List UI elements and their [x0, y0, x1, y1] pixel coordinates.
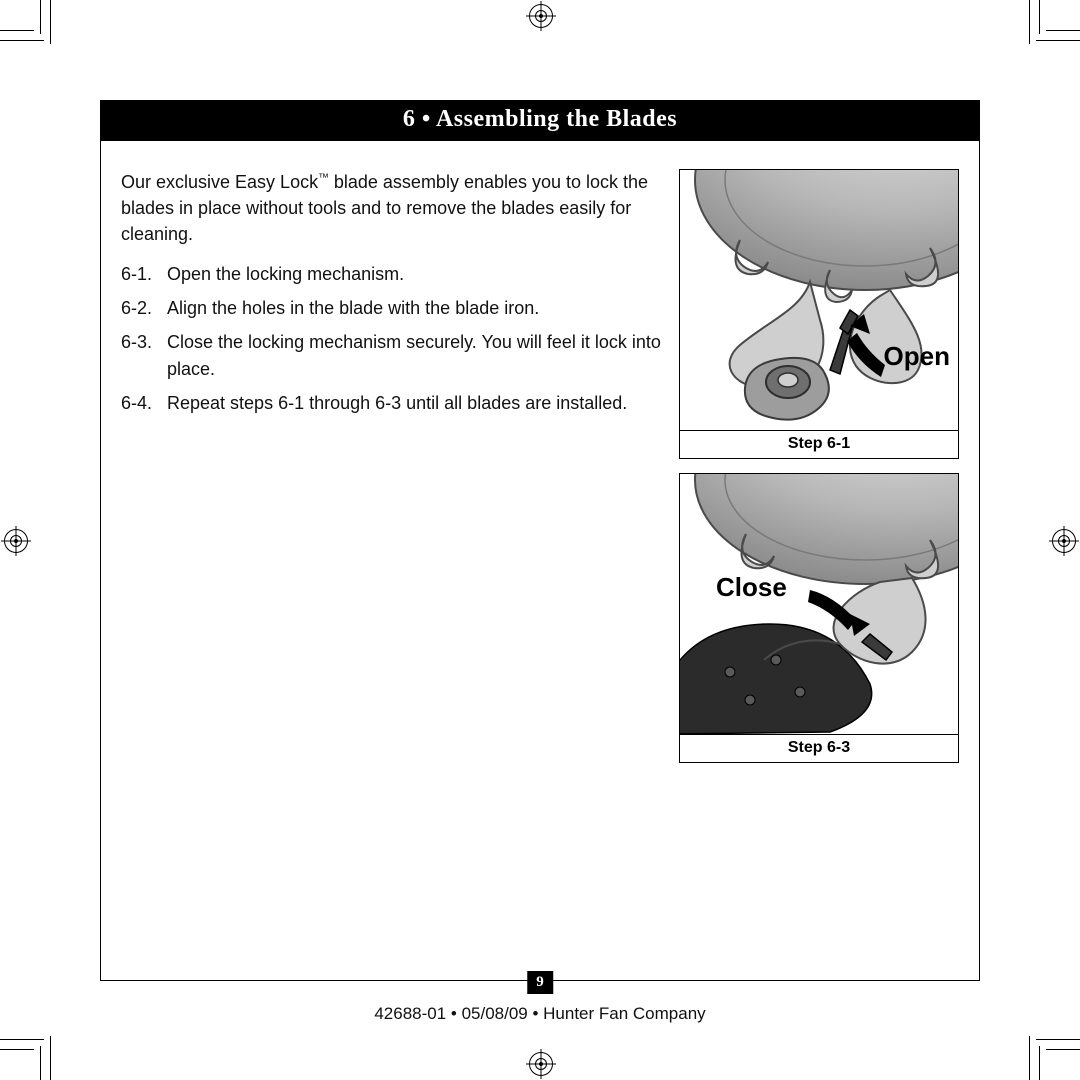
fan-close-illustration-icon	[680, 474, 958, 734]
crop-mark	[1046, 30, 1080, 31]
step-text: Open the locking mechanism.	[167, 261, 666, 287]
figure-step-6-3: Close Step 6-3	[679, 473, 959, 763]
intro-pre: Our exclusive Easy Lock	[121, 172, 318, 192]
figure-column: Open Step 6-1	[679, 169, 959, 777]
figure-illustration: Open	[680, 170, 958, 430]
crop-mark	[40, 1046, 41, 1080]
crop-mark	[50, 0, 51, 44]
crop-mark	[0, 1049, 34, 1050]
crop-mark	[1029, 1036, 1030, 1080]
step-number: 6-4.	[121, 390, 167, 416]
crop-mark	[1036, 1039, 1080, 1040]
page-number: 9	[527, 971, 553, 994]
body-text: Our exclusive Easy Lock™ blade assembly …	[121, 169, 666, 416]
step-number: 6-3.	[121, 329, 167, 381]
section-header-text: 6 • Assembling the Blades	[403, 106, 677, 132]
crop-mark	[50, 1036, 51, 1080]
step-number: 6-1.	[121, 261, 167, 287]
trademark-symbol: ™	[318, 172, 329, 184]
figure-caption: Step 6-3	[680, 734, 958, 762]
step-text: Align the holes in the blade with the bl…	[167, 295, 666, 321]
crop-mark	[0, 40, 44, 41]
section-header: 6 • Assembling the Blades	[100, 100, 980, 141]
step-text: Repeat steps 6-1 through 6-3 until all b…	[167, 390, 666, 416]
crop-mark	[1046, 1049, 1080, 1050]
crop-mark	[1039, 0, 1040, 34]
manual-page: 6 • Assembling the Blades Our exclusive …	[100, 100, 980, 980]
fan-open-illustration-icon	[680, 170, 958, 430]
registration-target-icon	[529, 4, 553, 28]
step-list: 6-1. Open the locking mechanism. 6-2. Al…	[121, 261, 666, 415]
intro-paragraph: Our exclusive Easy Lock™ blade assembly …	[121, 169, 666, 247]
figure-step-6-1: Open Step 6-1	[679, 169, 959, 459]
figure-callout-close: Close	[716, 572, 787, 603]
crop-mark	[1036, 40, 1080, 41]
figure-illustration: Close	[680, 474, 958, 734]
registration-target-icon	[4, 529, 28, 553]
crop-mark	[40, 0, 41, 34]
crop-mark	[1039, 1046, 1040, 1080]
crop-mark	[0, 1039, 44, 1040]
step-number: 6-2.	[121, 295, 167, 321]
registration-target-icon	[1052, 529, 1076, 553]
crop-mark	[0, 30, 34, 31]
step-text: Close the locking mechanism securely. Yo…	[167, 329, 666, 381]
content-frame: Our exclusive Easy Lock™ blade assembly …	[100, 141, 980, 981]
figure-callout-open: Open	[884, 341, 950, 372]
crop-mark	[1029, 0, 1030, 44]
registration-target-icon	[529, 1052, 553, 1076]
footer-text: 42688-01 • 05/08/09 • Hunter Fan Company	[374, 1004, 705, 1024]
figure-caption: Step 6-1	[680, 430, 958, 458]
